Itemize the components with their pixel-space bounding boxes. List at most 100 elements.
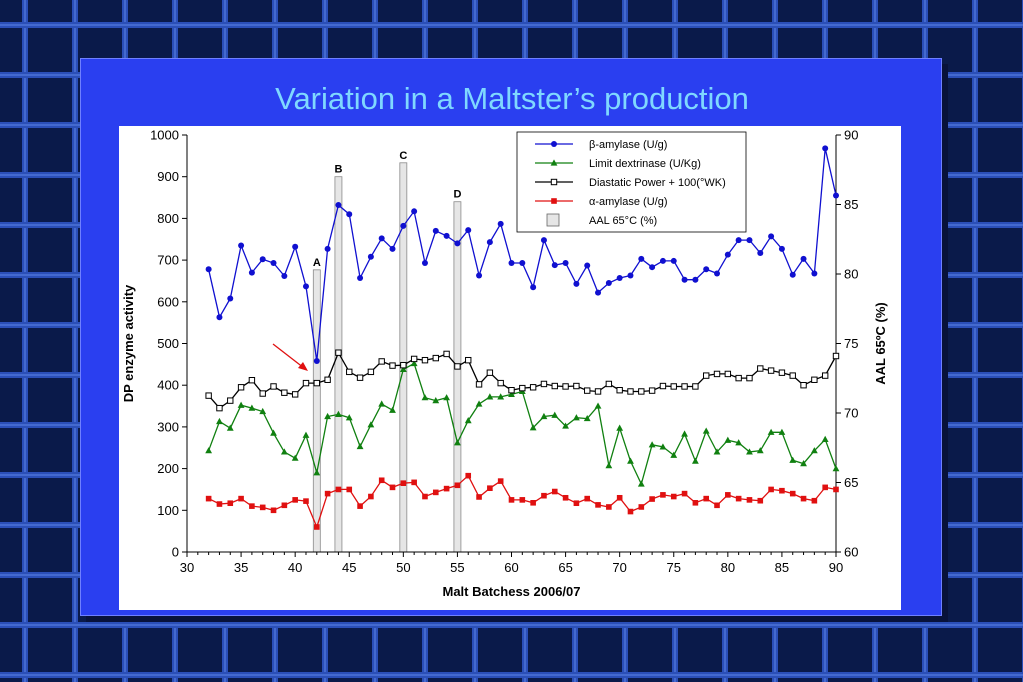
- data-point: [238, 242, 245, 249]
- data-point: [692, 499, 699, 506]
- data-point: [432, 227, 439, 234]
- data-point: [702, 427, 710, 434]
- data-point: [562, 494, 569, 501]
- data-point: [270, 383, 277, 390]
- data-point: [421, 356, 429, 364]
- data-point: [529, 424, 537, 431]
- y2-tick-label: 60: [844, 545, 858, 560]
- y-tick-label: 100: [157, 503, 179, 518]
- data-point: [616, 387, 623, 394]
- data-point: [389, 484, 396, 491]
- data-point: [356, 374, 364, 381]
- chart: A B C D 0 100 200 300 400 500 600 700 800 900 1000 60 65…: [121, 128, 888, 600]
- data-point: [237, 384, 245, 391]
- data-point: [237, 401, 245, 408]
- data-point: [432, 397, 440, 404]
- data-point: [573, 414, 580, 421]
- data-point: [637, 480, 645, 487]
- data-point: [540, 380, 548, 388]
- data-point: [324, 376, 331, 383]
- data-point: [281, 272, 288, 279]
- data-point: [227, 295, 234, 302]
- data-point: [822, 145, 829, 152]
- data-point: [681, 430, 688, 437]
- y2-tick-label: 90: [844, 128, 858, 143]
- data-point: [335, 202, 342, 209]
- data-point: [767, 367, 775, 374]
- data-point: [670, 257, 677, 264]
- y-tick-label: 700: [157, 253, 179, 268]
- data-point: [205, 392, 212, 399]
- data-point: [832, 465, 840, 472]
- series-line: [208, 351, 837, 409]
- data-point: [465, 472, 472, 479]
- data-point: [519, 384, 526, 392]
- data-point: [378, 400, 386, 407]
- data-point: [259, 256, 266, 263]
- data-point: [280, 448, 288, 455]
- data-point: [551, 198, 557, 204]
- data-point: [508, 497, 515, 503]
- data-point: [540, 412, 548, 420]
- y2-tick-label: 85: [844, 197, 858, 212]
- data-point: [724, 370, 732, 378]
- data-point: [216, 314, 223, 321]
- data-point: [616, 275, 623, 282]
- data-point: [670, 451, 678, 458]
- y-tick-label: 800: [157, 211, 179, 226]
- data-point: [476, 494, 482, 500]
- y2-tick-label: 75: [844, 336, 858, 351]
- legend: β-amylase (U/g) Limit dextrinase (U/Kg) Di…: [516, 131, 747, 233]
- data-point: [605, 280, 612, 287]
- data-point: [573, 500, 580, 507]
- data-point: [768, 233, 775, 240]
- data-point: [216, 404, 223, 412]
- data-point: [357, 275, 364, 282]
- data-point: [389, 362, 396, 369]
- data-point: [335, 410, 342, 417]
- data-point: [735, 495, 742, 502]
- legend-label: Diastatic Power + 100(°WK): [589, 177, 726, 189]
- legend-label: β-amylase (U/g): [589, 139, 667, 151]
- y2-axis-label: AAL 65ºC (%): [873, 302, 888, 385]
- data-point: [627, 388, 634, 395]
- data-point: [616, 494, 623, 501]
- data-point: [562, 422, 569, 429]
- data-point: [497, 478, 504, 484]
- data-point: [205, 266, 212, 273]
- data-point: [757, 497, 764, 504]
- data-point: [443, 232, 450, 239]
- data-point: [367, 421, 375, 428]
- data-point: [583, 414, 591, 422]
- data-point: [497, 393, 505, 400]
- data-point: [595, 289, 602, 296]
- data-point: [411, 208, 418, 215]
- data-point: [281, 389, 288, 396]
- data-point: [691, 457, 699, 464]
- data-point: [735, 374, 742, 382]
- data-point: [248, 376, 256, 384]
- data-point: [519, 260, 526, 267]
- data-point: [541, 492, 547, 499]
- data-point: [789, 456, 797, 463]
- data-point: [248, 269, 255, 276]
- data-point: [703, 266, 710, 273]
- data-point: [226, 424, 234, 431]
- data-point: [475, 381, 483, 388]
- data-point: [627, 508, 634, 515]
- data-point: [746, 497, 753, 503]
- data-point: [389, 406, 396, 413]
- data-point: [302, 431, 310, 438]
- aal-bar: [399, 162, 408, 553]
- data-point: [519, 497, 526, 503]
- x-tick-label: 75: [667, 560, 681, 575]
- data-point: [811, 497, 818, 504]
- x-tick-label: 70: [612, 560, 626, 575]
- x-tick-label: 60: [504, 560, 518, 575]
- data-point: [606, 504, 612, 510]
- data-point: [400, 222, 407, 229]
- data-point: [292, 497, 298, 503]
- data-point: [757, 250, 764, 257]
- data-point: [216, 501, 223, 507]
- data-point: [367, 368, 375, 376]
